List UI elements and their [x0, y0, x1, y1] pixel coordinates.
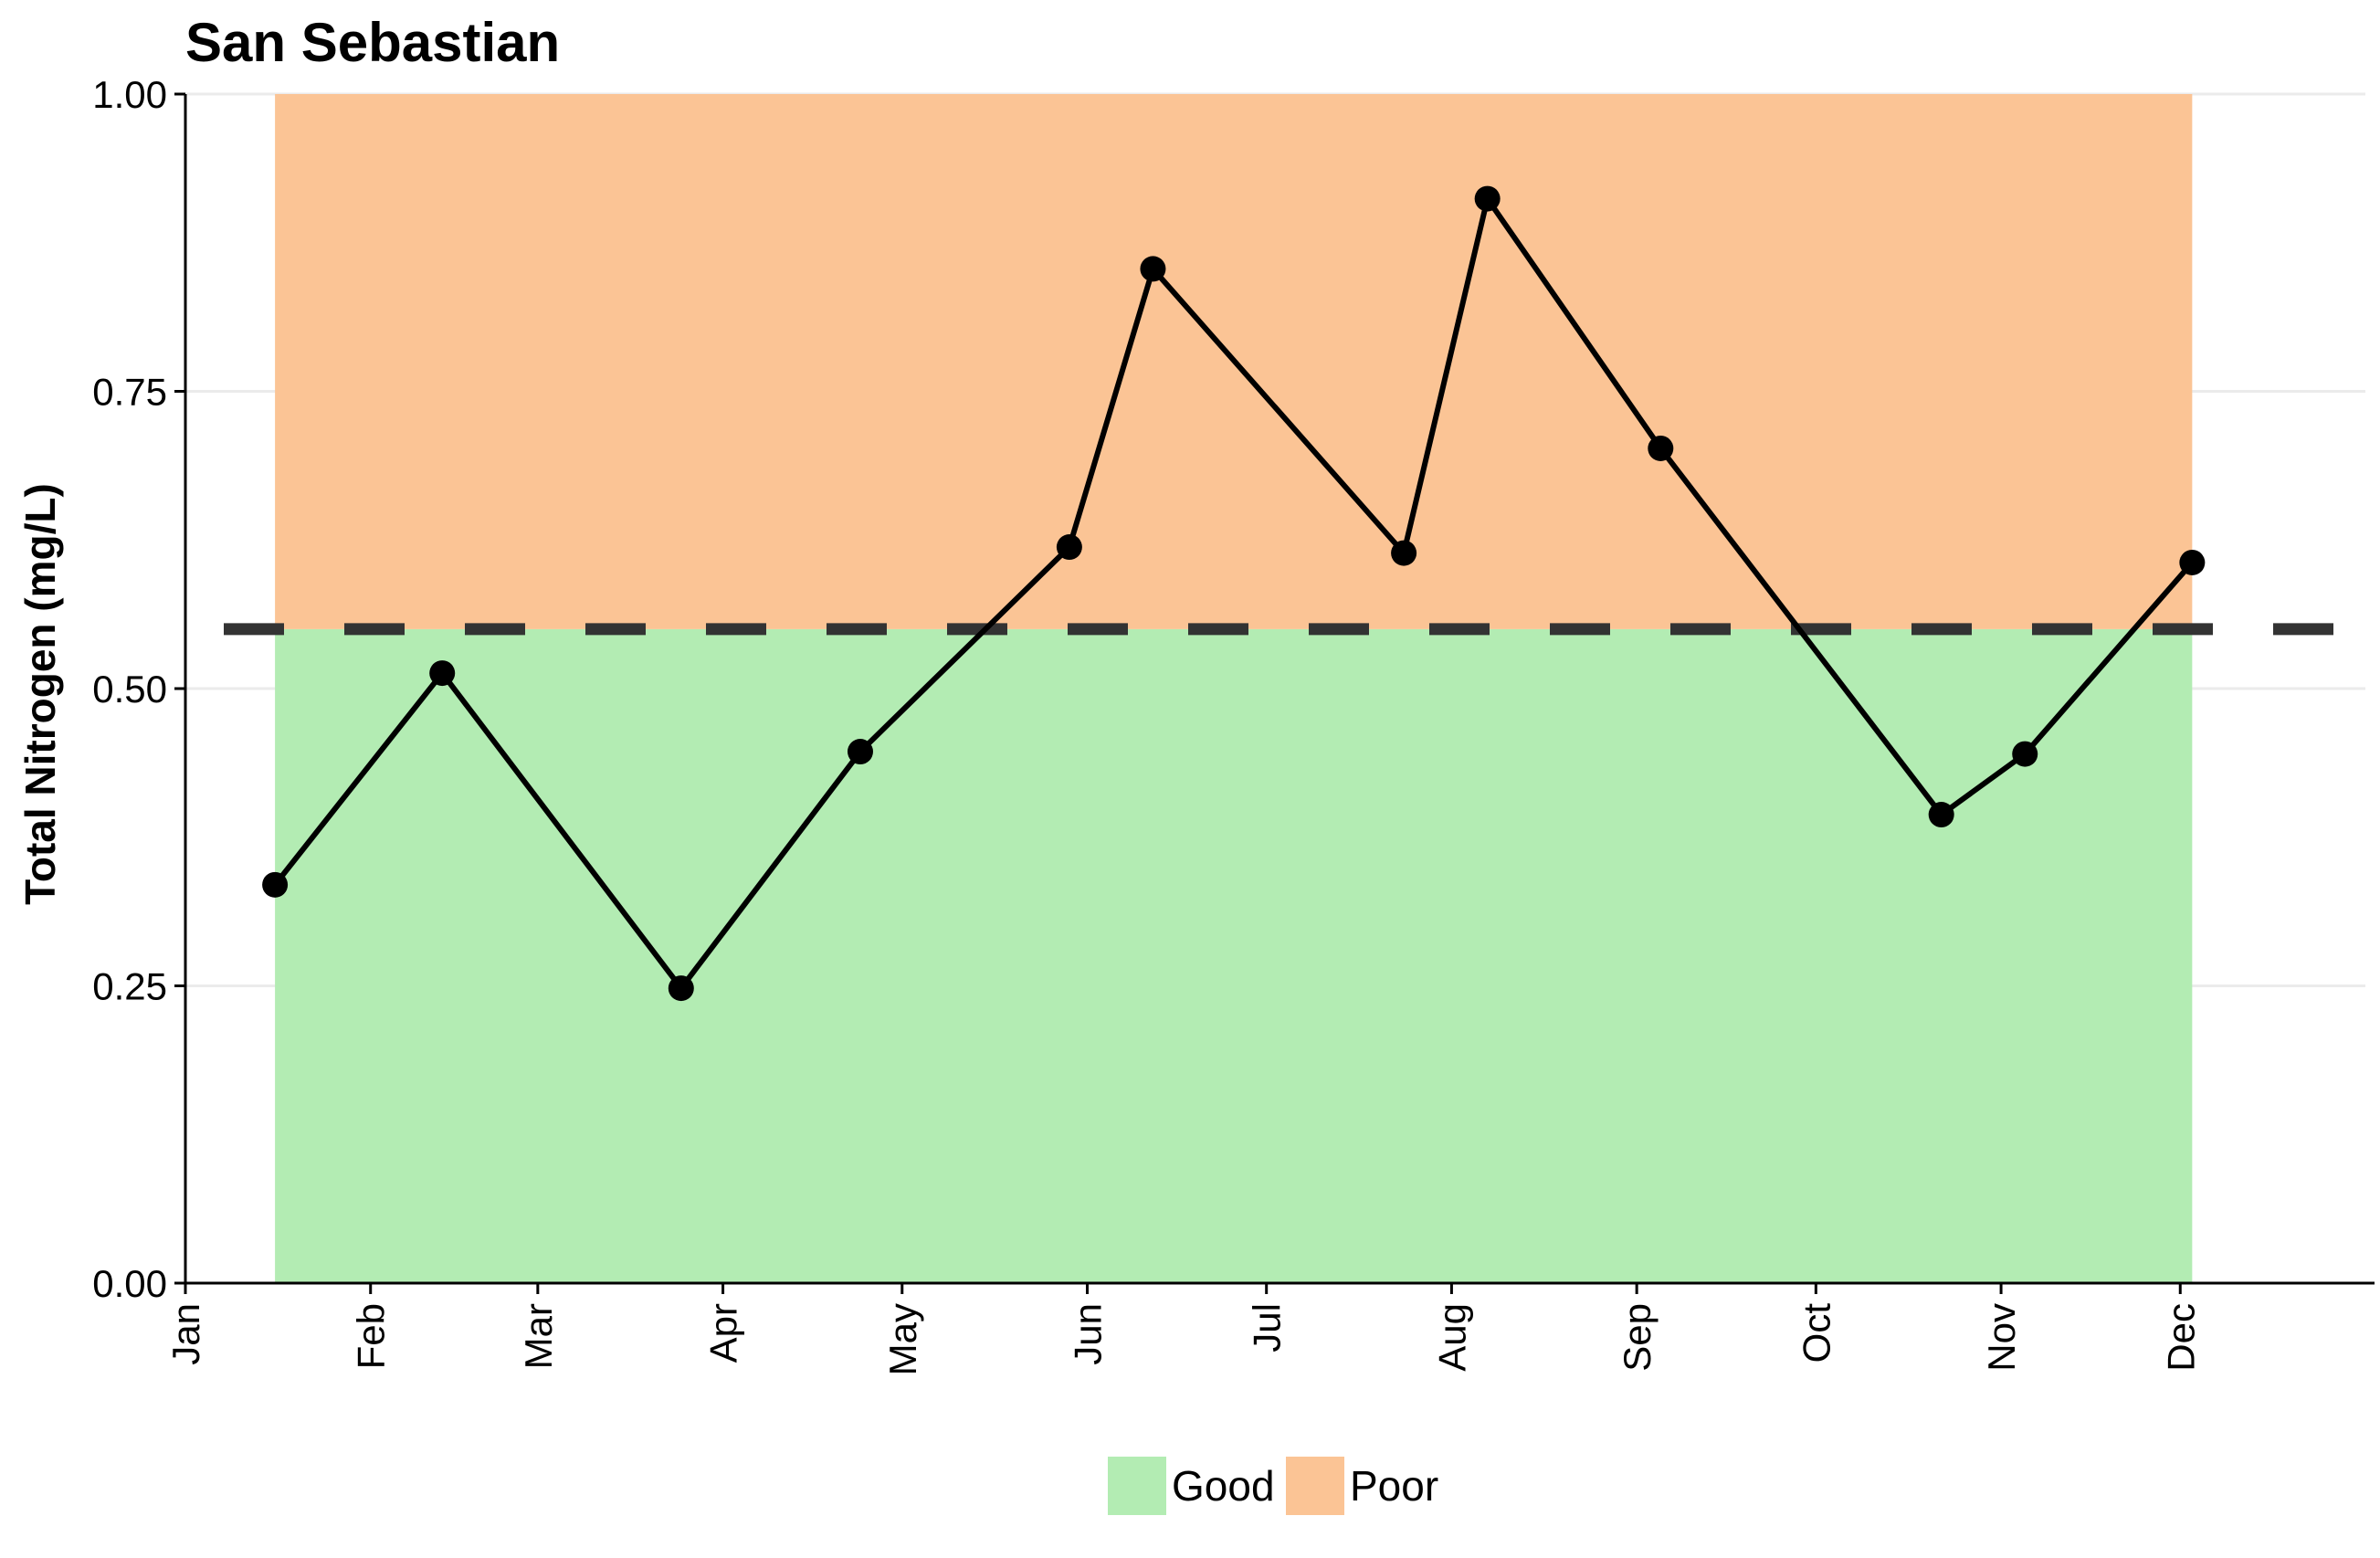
y-tick-label: 0.00: [92, 1262, 167, 1305]
data-point: [847, 739, 873, 765]
legend-swatch-poor: [1286, 1457, 1344, 1515]
y-tick-label: 0.25: [92, 965, 167, 1008]
legend-label-good: Good: [1172, 1462, 1275, 1510]
x-tick-label: Apr: [702, 1303, 745, 1363]
legend: Good Poor: [1108, 1457, 1438, 1515]
x-tick-label: Nov: [1980, 1303, 2023, 1372]
data-point: [429, 660, 456, 687]
data-point: [668, 975, 694, 1002]
data-point: [2179, 549, 2206, 575]
x-tick-label: Jan: [164, 1303, 207, 1365]
plot-area: 0.00 0.25 0.50 0.75 1.00 Total Nitrogen (mg/L…: [16, 73, 2375, 1375]
x-tick-label: Oct: [1795, 1303, 1838, 1363]
chart-title: San Sebastian: [185, 12, 560, 73]
data-point: [1928, 802, 1954, 828]
x-tick-label: Aug: [1430, 1303, 1473, 1372]
band-good: [275, 628, 2193, 1283]
series-line: [272, 195, 2195, 992]
x-tick-label: Sep: [1616, 1303, 1659, 1372]
data-point: [2012, 741, 2038, 767]
y-tick-label: 0.75: [92, 371, 167, 414]
x-tick-label: Jul: [1246, 1303, 1289, 1353]
x-tick-label: Feb: [350, 1303, 393, 1369]
data-point: [1140, 256, 1166, 282]
data-point: [262, 871, 289, 898]
x-tick-label: May: [881, 1303, 924, 1375]
legend-swatch-good: [1108, 1457, 1166, 1515]
legend-label-poor: Poor: [1350, 1462, 1438, 1510]
y-tick-label: 0.50: [92, 668, 167, 711]
data-point: [1391, 540, 1417, 566]
y-tick-label: 1.00: [92, 73, 167, 116]
data-point: [1648, 435, 1674, 461]
x-tick-label: Dec: [2159, 1303, 2202, 1372]
data-point: [1056, 534, 1082, 561]
data-point: [1474, 185, 1501, 212]
y-axis-label: Total Nitrogen (mg/L): [16, 483, 64, 905]
x-tick-label: Mar: [517, 1303, 560, 1369]
x-tick-label: Jun: [1066, 1303, 1109, 1365]
